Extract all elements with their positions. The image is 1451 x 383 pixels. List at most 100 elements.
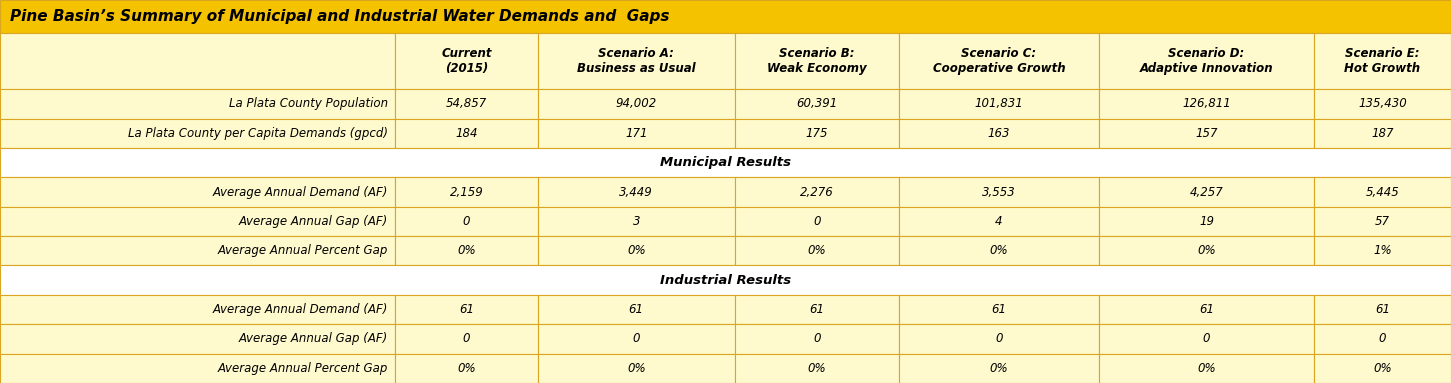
Bar (1315, 33, 1451, 89)
Bar (900, 207, 1100, 236)
Bar (395, 177, 538, 207)
Text: 61: 61 (810, 303, 824, 316)
Bar (0, 33, 395, 89)
Text: Scenario B:
Weak Economy: Scenario B: Weak Economy (768, 47, 866, 75)
Text: 0: 0 (813, 215, 821, 228)
Text: 54,857: 54,857 (445, 97, 488, 110)
Bar (1100, 33, 1315, 89)
Bar (736, 295, 900, 324)
Text: Average Annual Demand (AF): Average Annual Demand (AF) (213, 303, 389, 316)
Text: 187: 187 (1371, 127, 1394, 140)
Text: 0%: 0% (808, 244, 826, 257)
Text: 0: 0 (813, 332, 821, 345)
Bar (1315, 236, 1451, 265)
Text: 0%: 0% (990, 362, 1008, 375)
Text: 61: 61 (628, 303, 644, 316)
Text: 60,391: 60,391 (797, 97, 837, 110)
Text: 0%: 0% (990, 244, 1008, 257)
Bar (538, 119, 736, 148)
Text: 61: 61 (459, 303, 474, 316)
Bar (900, 236, 1100, 265)
Text: Scenario A:
Business as Usual: Scenario A: Business as Usual (577, 47, 695, 75)
Text: Scenario C:
Cooperative Growth: Scenario C: Cooperative Growth (933, 47, 1065, 75)
Text: 3,553: 3,553 (982, 185, 1016, 198)
Bar (0, 148, 1451, 177)
Bar (900, 354, 1100, 383)
Bar (1315, 295, 1451, 324)
Bar (1315, 207, 1451, 236)
Text: Average Annual Gap (AF): Average Annual Gap (AF) (239, 215, 389, 228)
Text: Average Annual Percent Gap: Average Annual Percent Gap (218, 362, 389, 375)
Bar (395, 119, 538, 148)
Bar (1100, 354, 1315, 383)
Text: 4: 4 (995, 215, 1003, 228)
Bar (538, 324, 736, 354)
Text: 0%: 0% (627, 244, 646, 257)
Text: 0: 0 (1203, 332, 1210, 345)
Bar (0, 354, 395, 383)
Text: 0: 0 (463, 332, 470, 345)
Text: 0: 0 (633, 332, 640, 345)
Bar (1315, 119, 1451, 148)
Text: 0%: 0% (627, 362, 646, 375)
Bar (395, 324, 538, 354)
Text: Scenario E:
Hot Growth: Scenario E: Hot Growth (1345, 47, 1421, 75)
Bar (538, 295, 736, 324)
Bar (395, 354, 538, 383)
Bar (538, 177, 736, 207)
Bar (538, 236, 736, 265)
Bar (736, 119, 900, 148)
Bar (538, 354, 736, 383)
Text: Pine Basin’s Summary of Municipal and Industrial Water Demands and  Gaps: Pine Basin’s Summary of Municipal and In… (10, 9, 670, 24)
Text: 3: 3 (633, 215, 640, 228)
Bar (900, 295, 1100, 324)
Text: 0: 0 (463, 215, 470, 228)
Text: 135,430: 135,430 (1358, 97, 1407, 110)
Bar (736, 354, 900, 383)
Bar (0, 0, 1451, 33)
Text: 61: 61 (991, 303, 1007, 316)
Text: 0: 0 (995, 332, 1003, 345)
Text: La Plata County per Capita Demands (gpcd): La Plata County per Capita Demands (gpcd… (128, 127, 389, 140)
Bar (736, 324, 900, 354)
Bar (1315, 354, 1451, 383)
Bar (900, 119, 1100, 148)
Text: 19: 19 (1199, 215, 1214, 228)
Bar (1100, 177, 1315, 207)
Text: 0%: 0% (1197, 362, 1216, 375)
Bar (395, 89, 538, 119)
Bar (1100, 89, 1315, 119)
Bar (0, 265, 1451, 295)
Bar (395, 33, 538, 89)
Bar (0, 177, 395, 207)
Text: Municipal Results: Municipal Results (660, 156, 791, 169)
Text: 4,257: 4,257 (1190, 185, 1223, 198)
Text: 61: 61 (1376, 303, 1390, 316)
Bar (736, 33, 900, 89)
Bar (1315, 89, 1451, 119)
Bar (395, 295, 538, 324)
Text: 1%: 1% (1373, 244, 1392, 257)
Bar (900, 89, 1100, 119)
Bar (1315, 324, 1451, 354)
Bar (736, 89, 900, 119)
Text: 0%: 0% (808, 362, 826, 375)
Text: 3,449: 3,449 (620, 185, 653, 198)
Text: 0%: 0% (457, 244, 476, 257)
Bar (736, 207, 900, 236)
Text: 126,811: 126,811 (1183, 97, 1230, 110)
Bar (1100, 207, 1315, 236)
Text: 2,276: 2,276 (800, 185, 834, 198)
Bar (1100, 324, 1315, 354)
Text: 171: 171 (625, 127, 647, 140)
Text: 94,002: 94,002 (615, 97, 657, 110)
Text: Average Annual Percent Gap: Average Annual Percent Gap (218, 244, 389, 257)
Text: 175: 175 (805, 127, 829, 140)
Text: 0: 0 (1378, 332, 1386, 345)
Text: 157: 157 (1196, 127, 1217, 140)
Bar (395, 207, 538, 236)
Text: 163: 163 (988, 127, 1010, 140)
Bar (736, 236, 900, 265)
Bar (538, 207, 736, 236)
Bar (1315, 177, 1451, 207)
